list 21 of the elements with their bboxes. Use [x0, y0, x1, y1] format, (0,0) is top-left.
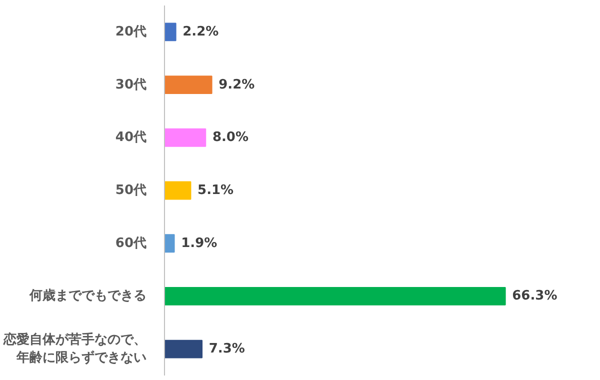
y-tick-label: 50代: [115, 183, 147, 198]
bar: [164, 128, 206, 147]
y-tick-label: 40代: [115, 130, 147, 146]
y-tick-label: 60代: [115, 236, 147, 251]
bar: [164, 22, 176, 42]
y-tick-label: 何歳まででもできる: [28, 288, 146, 304]
bar: [164, 234, 175, 253]
y-tick-label: 30代: [115, 77, 147, 92]
data-label: 8.0%: [212, 130, 248, 146]
data-label: 5.1%: [198, 183, 234, 198]
bar: [164, 181, 192, 200]
data-label: 1.9%: [181, 236, 218, 251]
y-tick-label: 恋愛自体が苦手なので、年齢に限らずできない: [2, 332, 146, 366]
bar: [164, 340, 203, 358]
data-label: 66.3%: [512, 288, 558, 304]
data-label: 2.2%: [182, 24, 219, 40]
data-label: 7.3%: [208, 342, 245, 357]
bar: [164, 286, 506, 306]
y-tick-label: 20代: [115, 24, 147, 40]
bar: [164, 76, 212, 94]
data-label: 9.2%: [218, 77, 255, 92]
